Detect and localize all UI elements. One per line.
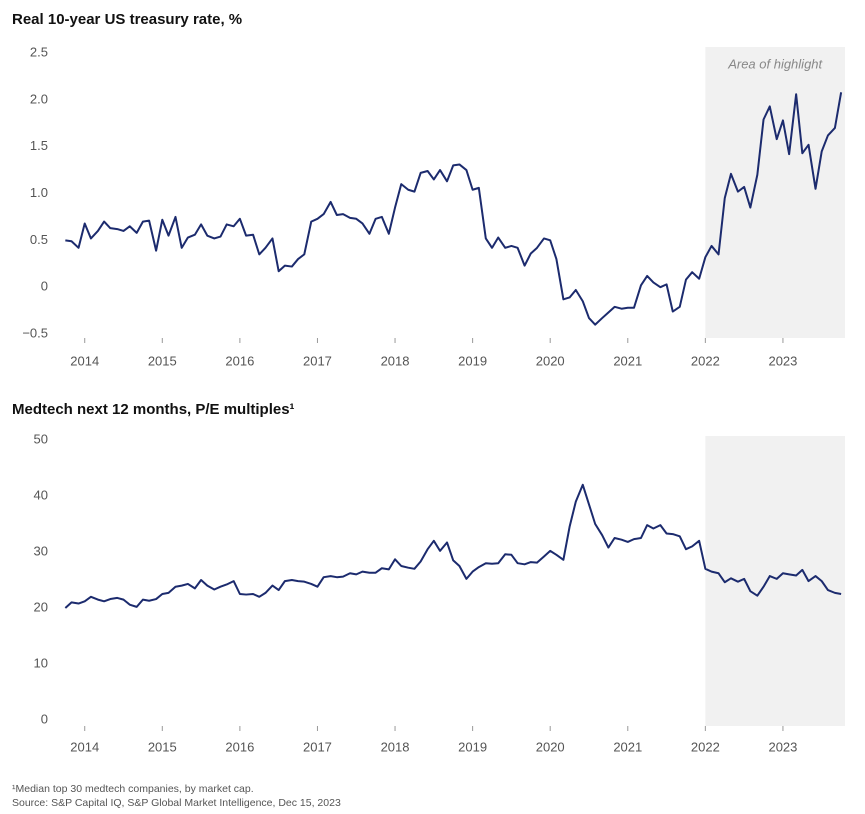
x-tick-label: 2017 [303, 739, 332, 754]
y-tick-label: 50 [34, 431, 48, 446]
chart-title: Real 10-year US treasury rate, % [12, 11, 242, 28]
x-tick-label: 2015 [148, 739, 177, 754]
y-tick-label: −0.5 [22, 325, 48, 340]
x-tick-label: 2023 [768, 353, 797, 368]
y-tick-label: 20 [34, 599, 48, 614]
y-tick-label: 0.5 [30, 232, 48, 247]
y-tick-label: 40 [34, 487, 48, 502]
y-tick-label: 2.0 [30, 91, 48, 106]
x-tick-label: 2014 [70, 739, 99, 754]
y-tick-label: 1.0 [30, 185, 48, 200]
y-tick-label: 0 [41, 279, 48, 294]
x-tick-label: 2018 [381, 739, 410, 754]
x-tick-label: 2017 [303, 353, 332, 368]
x-tick-label: 2021 [613, 739, 642, 754]
highlight-area [705, 47, 845, 338]
x-tick-label: 2016 [225, 353, 254, 368]
y-tick-label: 10 [34, 655, 48, 670]
x-tick-label: 2022 [691, 353, 720, 368]
y-tick-label: 1.5 [30, 138, 48, 153]
x-tick-label: 2020 [536, 353, 565, 368]
highlight-label: Area of highlight [727, 56, 823, 71]
x-tick-label: 2018 [381, 353, 410, 368]
chart-title: Medtech next 12 months, P/E multiples¹ [12, 401, 295, 418]
x-tick-label: 2014 [70, 353, 99, 368]
x-tick-label: 2019 [458, 353, 487, 368]
x-tick-label: 2023 [768, 739, 797, 754]
y-tick-label: 0 [41, 711, 48, 726]
y-tick-label: 30 [34, 543, 48, 558]
x-tick-label: 2015 [148, 353, 177, 368]
x-tick-label: 2019 [458, 739, 487, 754]
y-tick-label: 2.5 [30, 44, 48, 59]
x-tick-label: 2021 [613, 353, 642, 368]
data-line [65, 92, 843, 326]
x-tick-label: 2016 [225, 739, 254, 754]
data-line [64, 483, 842, 609]
footnote: ¹Median top 30 medtech companies, by mar… [12, 783, 254, 795]
x-tick-label: 2022 [691, 739, 720, 754]
source-note: Source: S&P Capital IQ, S&P Global Marke… [12, 797, 341, 809]
x-tick-label: 2020 [536, 739, 565, 754]
